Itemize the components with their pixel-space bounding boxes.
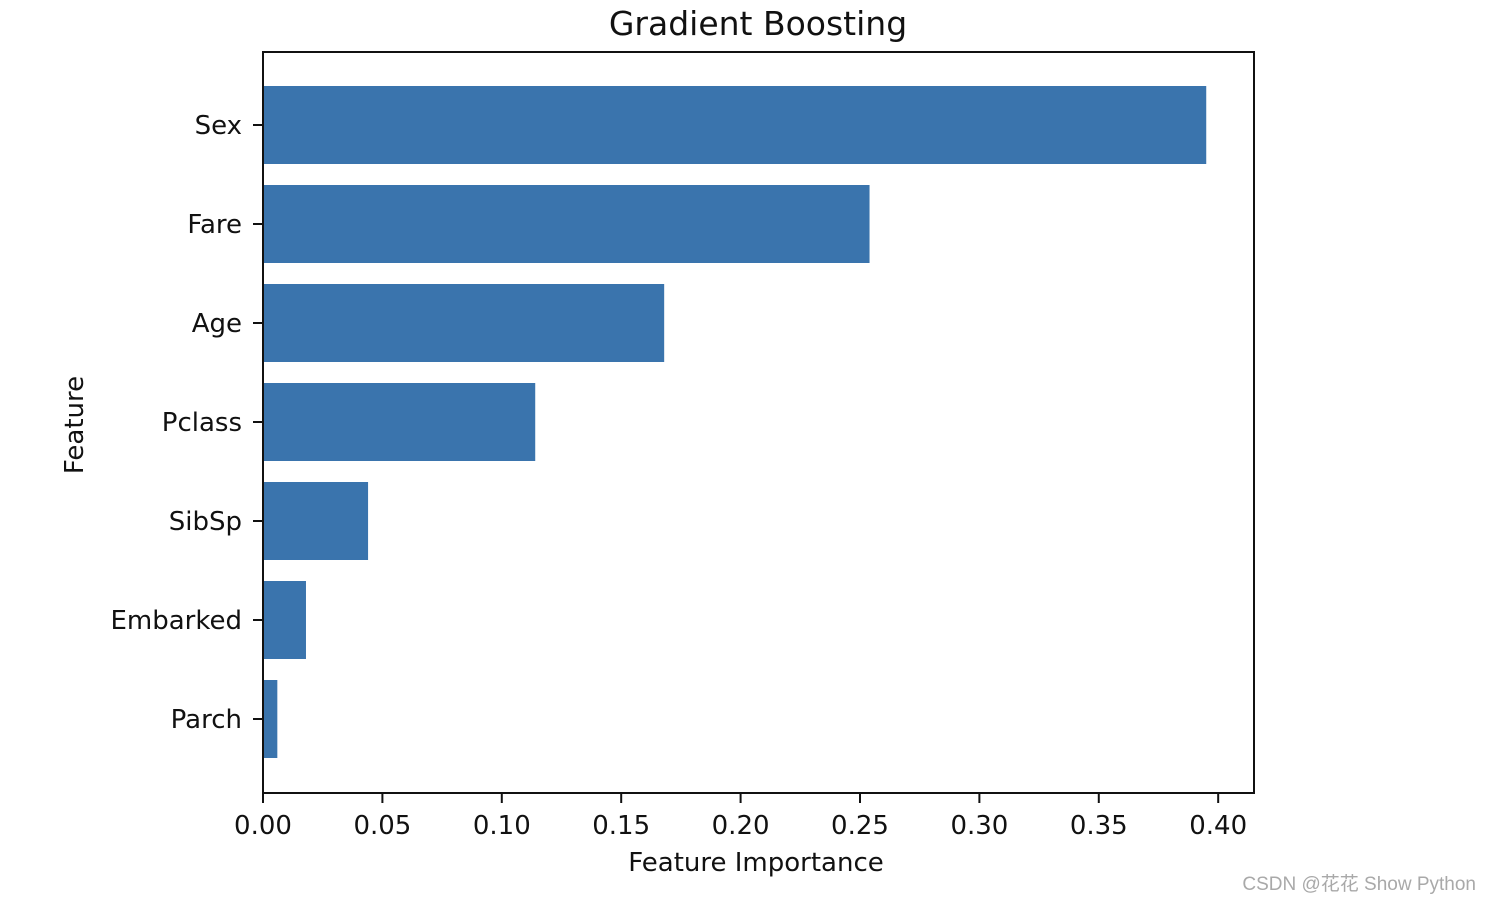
- y-tick-label-pclass: Pclass: [162, 408, 242, 438]
- x-tick-label: 0.25: [831, 811, 889, 841]
- y-axis-label: Feature: [60, 376, 90, 474]
- bar-fare: [263, 185, 870, 263]
- x-tick-label: 0.40: [1189, 811, 1247, 841]
- y-tick-label-age: Age: [192, 309, 242, 339]
- bar-embarked: [263, 581, 306, 659]
- x-tick-label: 0.10: [473, 811, 531, 841]
- bars-group: [263, 86, 1207, 758]
- chart-title: Gradient Boosting: [609, 4, 907, 43]
- y-tick-label-sibsp: SibSp: [169, 507, 242, 537]
- x-axis-label: Feature Importance: [628, 848, 884, 878]
- y-tick-label-fare: Fare: [187, 210, 242, 240]
- x-tick-label: 0.05: [353, 811, 411, 841]
- bar-pclass: [263, 383, 536, 461]
- x-tick-label: 0.00: [234, 811, 292, 841]
- y-tick-label-embarked: Embarked: [110, 606, 242, 636]
- x-tick-label: 0.35: [1070, 811, 1128, 841]
- y-tick-label-sex: Sex: [195, 111, 242, 141]
- bar-parch: [263, 680, 278, 758]
- x-axis-ticks: 0.00 0.05 0.10 0.15 0.20 0.25 0.30 0.35 0.40: [234, 793, 1247, 841]
- bar-age: [263, 284, 665, 362]
- plot-frame: [262, 51, 1255, 794]
- y-tick-label-parch: Parch: [171, 705, 242, 735]
- x-tick-label: 0.20: [712, 811, 770, 841]
- bar-sibsp: [263, 482, 369, 560]
- x-tick-label: 0.30: [950, 811, 1008, 841]
- bar-sex: [263, 86, 1207, 164]
- x-tick-label: 0.15: [592, 811, 650, 841]
- watermark: CSDN @花花 Show Python: [1242, 874, 1476, 895]
- y-axis-ticks: Sex Fare Age Pclass SibSp Embarked Parch: [110, 111, 263, 735]
